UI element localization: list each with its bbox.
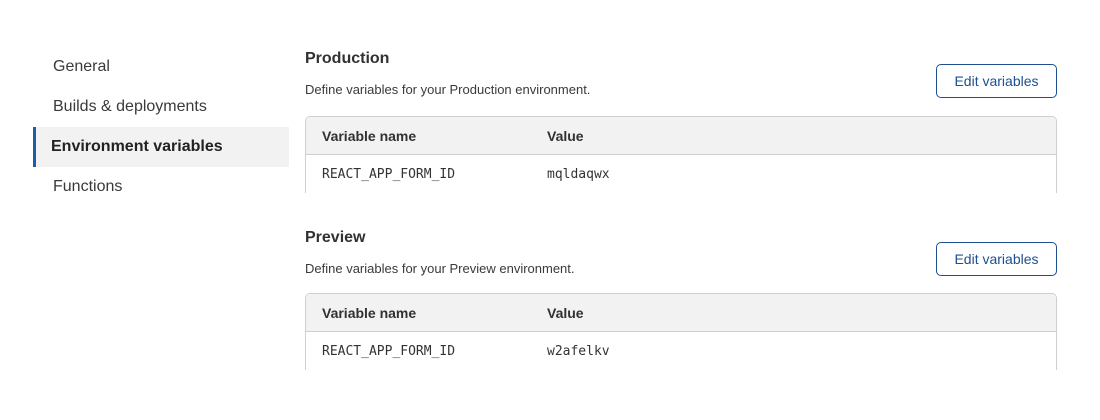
sidebar-item-general[interactable]: General bbox=[53, 58, 110, 75]
sidebar-item-functions[interactable]: Functions bbox=[53, 178, 123, 195]
production-section: Production Define variables for your Pro… bbox=[305, 50, 1057, 193]
edit-variables-button[interactable]: Edit variables bbox=[936, 242, 1057, 276]
sidebar-item-builds-deployments[interactable]: Builds & deployments bbox=[53, 98, 207, 115]
variable-value: w2afelkv bbox=[547, 343, 610, 359]
variable-name: REACT_APP_FORM_ID bbox=[322, 166, 456, 182]
column-header-name: Variable name bbox=[322, 127, 417, 144]
section-description: Define variables for your Production env… bbox=[305, 82, 591, 97]
table-row: REACT_APP_FORM_ID w2afelkv bbox=[306, 332, 1056, 370]
column-header-name: Variable name bbox=[322, 304, 417, 321]
column-header-value: Value bbox=[547, 304, 584, 321]
settings-sidebar: General Builds & deployments Environment… bbox=[33, 47, 289, 207]
table-row: REACT_APP_FORM_ID mqldaqwx bbox=[306, 155, 1056, 193]
variables-table: Variable name Value REACT_APP_FORM_ID mq… bbox=[305, 116, 1057, 193]
section-title: Production bbox=[305, 50, 390, 67]
section-description: Define variables for your Preview enviro… bbox=[305, 261, 575, 276]
preview-section: Preview Define variables for your Previe… bbox=[305, 229, 1057, 370]
variable-name: REACT_APP_FORM_ID bbox=[322, 343, 456, 359]
variable-value: mqldaqwx bbox=[547, 166, 610, 182]
column-header-value: Value bbox=[547, 127, 584, 144]
table-header: Variable name Value bbox=[306, 117, 1056, 155]
edit-variables-button[interactable]: Edit variables bbox=[936, 64, 1057, 98]
section-title: Preview bbox=[305, 229, 366, 246]
sidebar-item-environment-variables[interactable]: Environment variables bbox=[33, 127, 289, 167]
variables-table: Variable name Value REACT_APP_FORM_ID w2… bbox=[305, 293, 1057, 370]
table-header: Variable name Value bbox=[306, 294, 1056, 332]
